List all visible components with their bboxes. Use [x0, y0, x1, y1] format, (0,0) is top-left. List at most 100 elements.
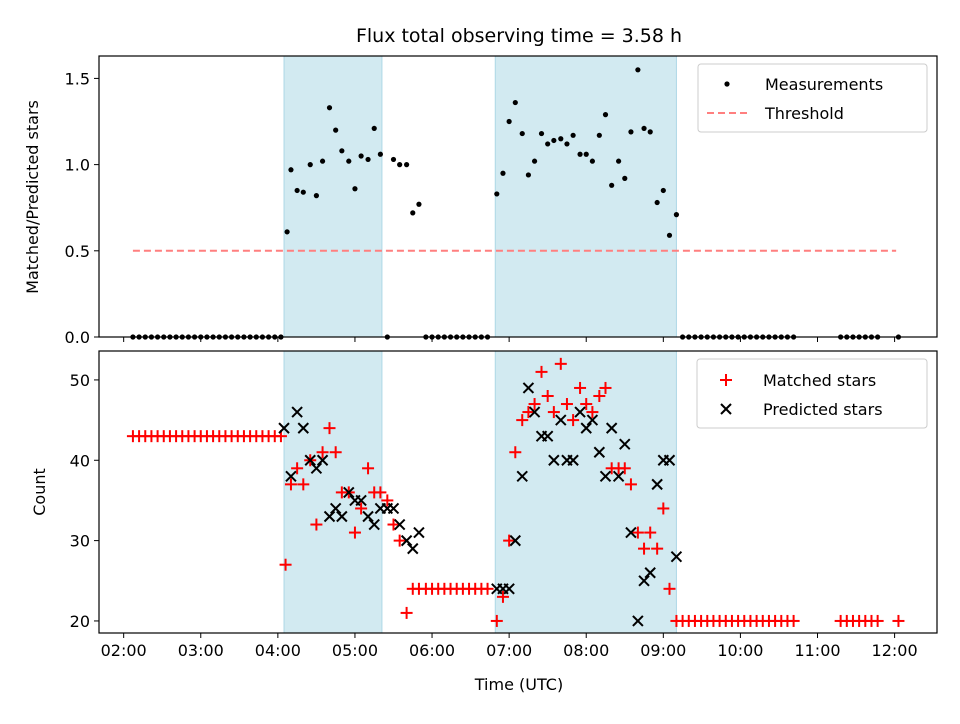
matched-star-point: [644, 526, 657, 539]
measurement-point: [551, 137, 557, 144]
x-axis-label: Time (UTC): [474, 675, 563, 694]
measurement-point: [288, 167, 294, 173]
measurement-point: [506, 118, 512, 125]
matched-star-point: [535, 365, 548, 378]
measurement-point: [538, 130, 545, 137]
measurement-point: [377, 151, 383, 157]
top-shaded-intervals: [283, 56, 677, 337]
x-tick-label: 09:00: [640, 641, 686, 660]
predicted-star-point: [599, 470, 612, 483]
matched-star-point: [871, 614, 884, 627]
top-y-tick-label: 1.5: [65, 69, 90, 88]
x-tick-label: 08:00: [563, 641, 609, 660]
predicted-star-point: [297, 422, 310, 434]
top-axes-frame: [98, 55, 938, 338]
predicted-star-point: [541, 430, 554, 442]
measurement-point: [558, 136, 564, 142]
measurement-point: [616, 158, 622, 164]
matched-star-point: [574, 381, 587, 394]
matched-star-point: [355, 502, 368, 515]
predicted-star-point: [548, 454, 560, 466]
x-tick-label: 12:00: [872, 641, 918, 660]
predicted-star-point: [651, 478, 663, 491]
observing-window-shade: [495, 56, 677, 337]
matched-star-point: [528, 398, 541, 411]
predicted-star-point: [413, 526, 425, 539]
measurement-point: [319, 158, 326, 164]
matched-star-point: [547, 406, 560, 419]
measurement-point: [635, 67, 641, 73]
measurement-point: [577, 151, 583, 157]
measurement-point: [583, 151, 589, 157]
measurement-point: [397, 162, 403, 168]
observing-window-shade: [495, 351, 677, 633]
predicted-star-point: [574, 406, 586, 418]
predicted-star-point: [619, 438, 631, 450]
top-y-ticks: 0.0 0.5 1.0 1.5: [65, 69, 99, 347]
matched-star-point: [560, 398, 573, 411]
matched-star-point: [374, 486, 387, 499]
matched-star-point: [400, 606, 413, 619]
measurement-point: [371, 125, 377, 132]
measurement-point: [641, 125, 647, 132]
predicted-star-point: [336, 510, 348, 523]
matched-star-point: [297, 478, 310, 491]
measurement-point: [666, 232, 673, 238]
x-tick-label: 04:00: [255, 641, 301, 660]
matched-star-point: [323, 422, 336, 435]
matched-star-point: [599, 381, 612, 394]
predicted-star-point: [567, 454, 579, 466]
predicted-star-point: [663, 454, 676, 466]
predicted-star-point: [368, 518, 380, 531]
predicted-star-point: [522, 382, 535, 394]
measurement-point: [404, 162, 410, 168]
measurement-point: [416, 201, 422, 207]
legend-matched-label: Matched stars: [763, 371, 876, 390]
predicted-star-point: [638, 575, 650, 587]
measurement-point: [570, 132, 576, 138]
matched-star-point: [279, 558, 292, 571]
matched-star-point: [638, 542, 651, 555]
matched-star-point: [481, 582, 494, 595]
x-tick-label: 03:00: [178, 641, 224, 660]
matched-star-point: [329, 446, 342, 459]
bottom-legend-box: [696, 358, 928, 429]
measurement-point: [596, 132, 602, 138]
predicted-star-point: [605, 422, 618, 434]
top-y-tick-label: 0.0: [65, 328, 90, 347]
predicted-star-point: [644, 567, 656, 579]
measurement-point: [352, 186, 358, 192]
matched-star-point: [310, 518, 323, 531]
matched-star-point: [284, 478, 297, 491]
matched-star-point: [490, 614, 503, 627]
measurement-point: [333, 127, 339, 133]
predicted-star-point: [355, 494, 367, 507]
measurement-point: [647, 129, 653, 135]
predicted-star-point: [670, 550, 683, 563]
predicted-star-point: [278, 422, 290, 434]
matched-star-point: [657, 502, 670, 515]
matched-star-point: [651, 542, 664, 555]
observing-window-shade: [284, 56, 382, 337]
predicted-star-point: [323, 510, 336, 523]
matched-star-point: [362, 462, 375, 475]
measurement-point: [622, 175, 628, 181]
matched-star-point: [393, 534, 406, 547]
matched-star-point: [580, 398, 593, 411]
bottom-plot-area: [126, 357, 905, 627]
predicted-star-point: [304, 454, 316, 466]
bottom-y-tick-label: 20: [70, 612, 90, 631]
matched-star-point: [787, 614, 800, 627]
measurement-point: [410, 210, 416, 216]
measurement-point: [628, 129, 634, 135]
measurement-point: [313, 193, 320, 199]
matched-star-point: [291, 462, 304, 475]
bottom-y-tick-label: 30: [70, 532, 90, 551]
predicted-star-point: [632, 615, 644, 627]
matched-star-point: [522, 406, 535, 419]
measurement-point: [326, 105, 333, 111]
chart-title: Flux total observing time = 3.58 h: [356, 25, 682, 47]
matched-star-point: [541, 389, 554, 402]
